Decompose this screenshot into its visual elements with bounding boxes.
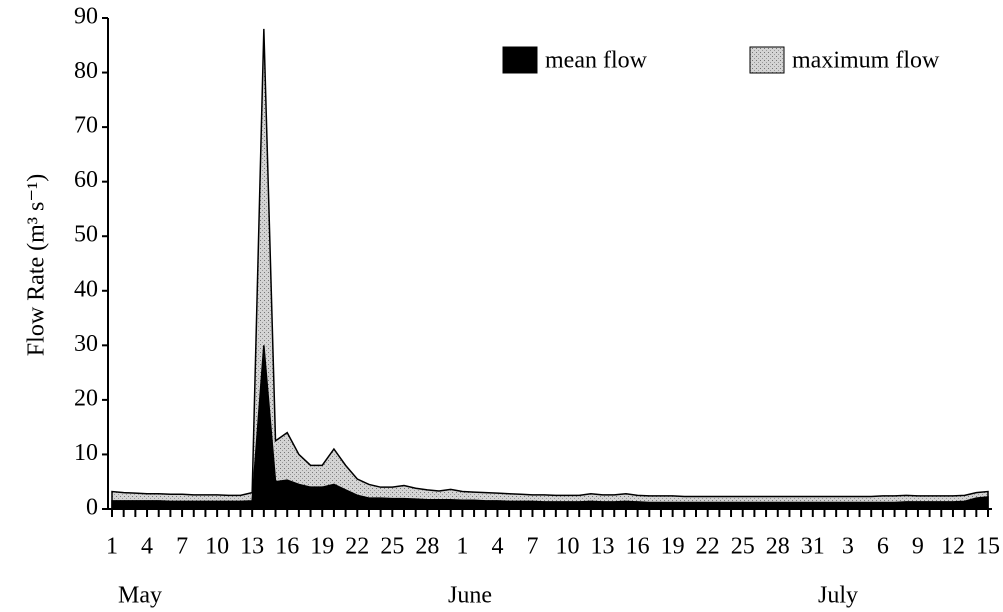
x-tick-label: 25: [380, 534, 404, 560]
x-tick-label: 7: [526, 534, 538, 560]
x-tick-label: 1: [456, 534, 468, 560]
x-tick-label: 28: [766, 534, 790, 560]
x-tick-label: 19: [661, 534, 685, 560]
area: [111, 28, 989, 510]
x-tick-label: 3: [842, 534, 854, 560]
x-tick-label: 4: [141, 534, 153, 560]
x-tick-label: 31: [801, 534, 825, 560]
x-tick-label: 16: [626, 534, 650, 560]
y-tick-label: 70: [74, 113, 98, 139]
legend-swatch: [749, 46, 785, 74]
y-tick-label: 50: [74, 222, 98, 248]
y-axis-label: Flow Rate (m³ s⁻¹): [24, 174, 50, 356]
x-tick-label: 25: [731, 534, 755, 560]
x-tick-label: 16: [275, 534, 299, 560]
x-tick-label: 13: [591, 534, 615, 560]
x-tick-label: 12: [941, 534, 965, 560]
area: [111, 345, 989, 510]
legend-swatch: [502, 46, 538, 74]
month-label: May: [118, 583, 162, 609]
x-tick-label: 7: [176, 534, 188, 560]
x-tick-label: 28: [415, 534, 439, 560]
x-tick-label: 13: [240, 534, 264, 560]
y-tick-label: 60: [74, 167, 98, 193]
legend-label: maximum flow: [792, 48, 940, 74]
y-tick-label: 0: [86, 495, 98, 521]
x-tick-label: 6: [877, 534, 889, 560]
x-tick-label: 22: [345, 534, 369, 560]
y-tick-label: 20: [74, 385, 98, 411]
y-tick-label: 30: [74, 331, 98, 357]
month-label: July: [818, 583, 858, 609]
x-tick-label: 10: [556, 534, 580, 560]
x-tick-label: 4: [491, 534, 503, 560]
x-tick-label: 22: [696, 534, 720, 560]
x-tick-label: 10: [205, 534, 229, 560]
legend-label: mean flow: [545, 48, 648, 74]
x-tick-label: 1: [106, 534, 118, 560]
x-tick-label: 9: [912, 534, 924, 560]
y-tick-label: 80: [74, 58, 98, 84]
y-tick-label: 40: [74, 276, 98, 302]
y-tick-label: 90: [74, 4, 98, 30]
x-tick-label: 19: [310, 534, 334, 560]
x-tick-label: 15: [976, 534, 1000, 560]
y-tick-label: 10: [74, 440, 98, 466]
month-label: June: [448, 583, 492, 609]
